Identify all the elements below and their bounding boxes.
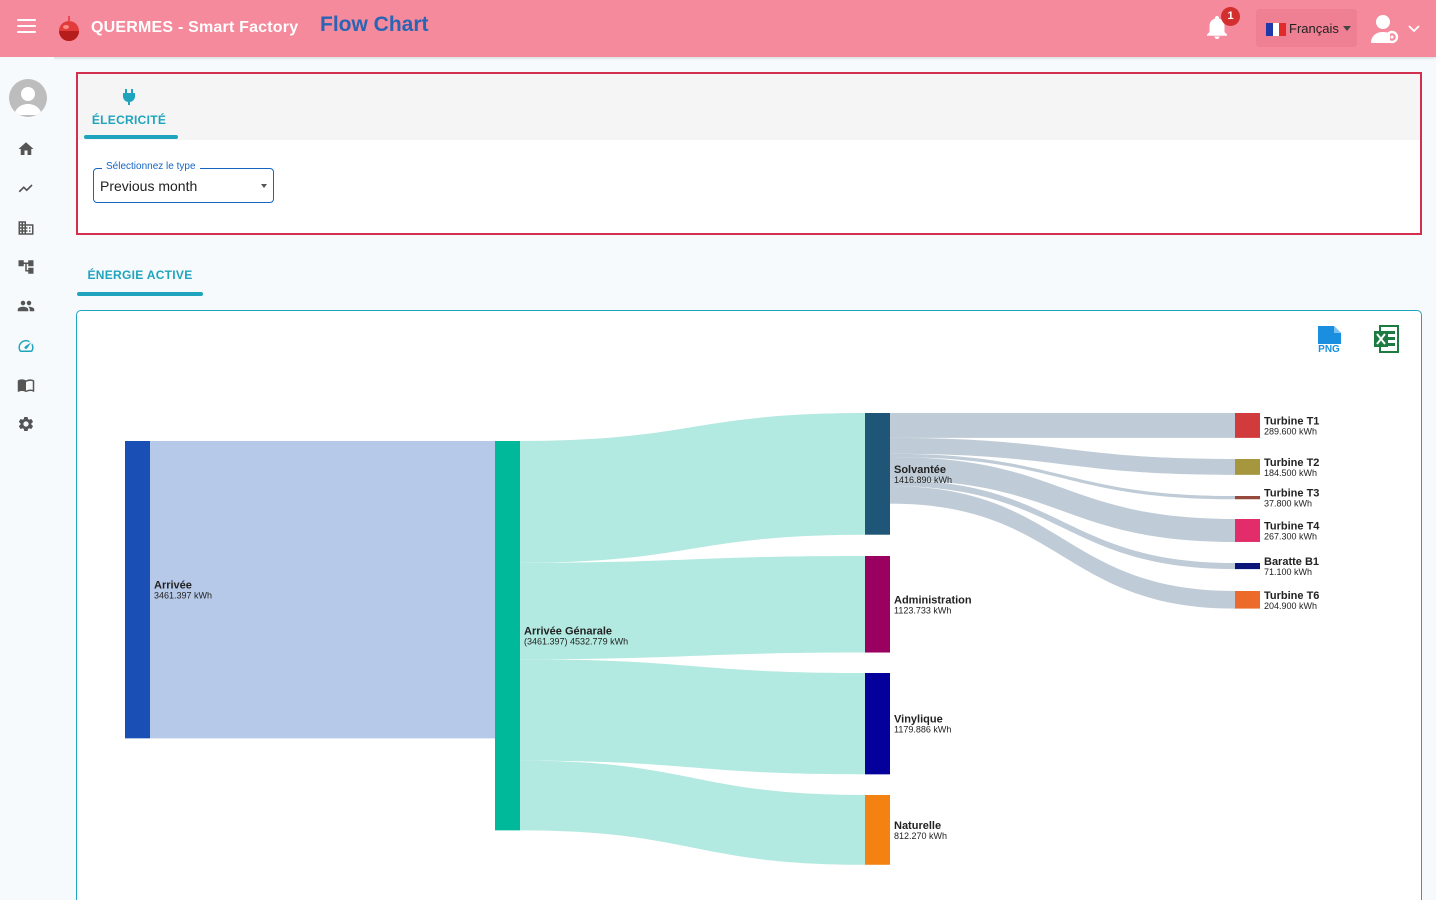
sankey-value-t2: 184.500 kWh bbox=[1264, 468, 1317, 478]
sankey-label-arrivee: Arrivée bbox=[154, 580, 192, 592]
caret-down-icon bbox=[1343, 26, 1351, 31]
sankey-value-t4: 267.300 kWh bbox=[1264, 531, 1317, 541]
sankey-label-generale: Arrivée Génarale bbox=[524, 626, 612, 638]
sankey-link-generale-administration[interactable] bbox=[520, 556, 865, 660]
sankey-value-t6: 204.900 kWh bbox=[1264, 601, 1317, 611]
sankey-node-arrivee[interactable] bbox=[125, 441, 150, 739]
page-title: Flow Chart bbox=[320, 13, 429, 36]
type-select[interactable]: Sélectionnez le type Previous month bbox=[93, 161, 274, 203]
sankey-value-generale: (3461.397) 4532.779 kWh bbox=[524, 637, 628, 647]
users-icon[interactable] bbox=[17, 297, 35, 315]
tab-electricity[interactable]: ÉLECRICITÉ bbox=[81, 74, 178, 140]
png-export-button[interactable]: PNG bbox=[1315, 325, 1343, 353]
app-logo-icon bbox=[59, 16, 79, 41]
sankey-node-administration[interactable] bbox=[865, 556, 890, 653]
gauge-icon[interactable] bbox=[17, 337, 35, 355]
sankey-link-solvantee-b1[interactable] bbox=[890, 479, 1235, 570]
sankey-label-t3: Turbine T3 bbox=[1264, 488, 1319, 500]
sidebar bbox=[0, 57, 54, 900]
trend-icon[interactable] bbox=[17, 179, 35, 197]
sankey-link-solvantee-t6[interactable] bbox=[890, 486, 1235, 609]
hierarchy-icon[interactable] bbox=[17, 258, 35, 276]
tab-active-indicator bbox=[77, 292, 203, 296]
sankey-value-b1: 71.100 kWh bbox=[1264, 567, 1312, 577]
type-select-value: Previous month bbox=[100, 178, 198, 194]
gear-icon[interactable] bbox=[17, 415, 35, 433]
tab-electricity-label: ÉLECRICITÉ bbox=[91, 113, 167, 127]
chevron-down-icon[interactable] bbox=[1408, 25, 1420, 33]
chart-card: PNG Arrivée 3461.397 kWh Arrivée Génarale(… bbox=[76, 310, 1422, 900]
png-export-label: PNG bbox=[1318, 344, 1340, 353]
sankey-value-solvantee: 1416.890 kWh bbox=[894, 475, 952, 485]
sankey-value-vinylique: 1179.886 kWh bbox=[894, 725, 951, 735]
sankey-node-generale[interactable] bbox=[495, 441, 520, 831]
sankey-link-generale-solvantee[interactable] bbox=[520, 413, 865, 563]
notification-badge: 1 bbox=[1221, 7, 1240, 26]
sankey-link-arrivee-generale[interactable] bbox=[150, 441, 495, 739]
sankey-label-b1: Baratte B1 bbox=[1264, 556, 1319, 568]
app-name: QUERMES - Smart Factory bbox=[91, 19, 299, 36]
sankey-value-naturelle: 812.270 kWh bbox=[894, 831, 947, 841]
sankey-label-t6: Turbine T6 bbox=[1264, 590, 1319, 602]
flag-fr-icon bbox=[1266, 23, 1287, 36]
type-select-label: Sélectionnez le type bbox=[102, 161, 200, 172]
tab-active-energy-label: ÉNERGIE ACTIVE bbox=[87, 268, 193, 282]
sankey-node-vinylique[interactable] bbox=[865, 673, 890, 775]
plug-icon bbox=[123, 89, 135, 105]
avatar[interactable] bbox=[9, 79, 47, 117]
sankey-label-vinylique: Vinylique bbox=[894, 714, 943, 726]
sankey-value-t3: 37.800 kWh bbox=[1264, 499, 1312, 509]
avatar-icon bbox=[14, 87, 42, 115]
top-app-bar: QUERMES - Smart Factory Flow Chart 1 Fra… bbox=[0, 0, 1436, 57]
sankey-link-solvantee-t1[interactable] bbox=[890, 413, 1235, 438]
sankey-node-b1[interactable] bbox=[1235, 563, 1260, 570]
sankey-node-t6[interactable] bbox=[1235, 591, 1260, 609]
excel-icon[interactable] bbox=[1373, 325, 1399, 353]
filter-panel: ÉLECRICITÉ Sélectionnez le type Previous… bbox=[76, 72, 1422, 235]
book-icon[interactable] bbox=[17, 376, 35, 394]
sankey-node-t3[interactable] bbox=[1235, 496, 1260, 500]
sankey-node-t1[interactable] bbox=[1235, 413, 1260, 438]
sankey-link-solvantee-t3[interactable] bbox=[890, 453, 1235, 500]
sankey-node-t2[interactable] bbox=[1235, 459, 1260, 475]
sankey-value-arrivee: 3461.397 kWh bbox=[154, 591, 212, 601]
sankey-link-generale-vinylique[interactable] bbox=[520, 659, 865, 775]
tab-active-energy[interactable]: ÉNERGIE ACTIVE bbox=[77, 258, 203, 296]
sankey-node-t4[interactable] bbox=[1235, 519, 1260, 542]
sankey-label-t2: Turbine T2 bbox=[1264, 457, 1319, 469]
sankey-label-solvantee: Solvantée bbox=[894, 464, 946, 476]
building-icon[interactable] bbox=[17, 219, 35, 237]
sankey-value-t1: 289.600 kWh bbox=[1264, 426, 1317, 436]
sankey-value-administration: 1123.733 kWh bbox=[894, 605, 951, 615]
sankey-link-generale-naturelle[interactable] bbox=[520, 760, 865, 865]
energy-type-tabs: ÉLECRICITÉ bbox=[78, 74, 1420, 140]
sankey-label-t1: Turbine T1 bbox=[1264, 415, 1319, 427]
tab-active-indicator bbox=[84, 135, 178, 139]
sankey-node-solvantee[interactable] bbox=[865, 413, 890, 535]
menu-icon[interactable] bbox=[17, 19, 36, 35]
sankey-link-solvantee-t2[interactable] bbox=[890, 437, 1235, 475]
sankey-label-naturelle: Naturelle bbox=[894, 820, 941, 832]
caret-down-icon bbox=[261, 184, 267, 188]
sankey-label-administration: Administration bbox=[894, 594, 972, 606]
language-label: Français bbox=[1289, 21, 1339, 36]
sankey-label-t4: Turbine T4 bbox=[1264, 520, 1320, 532]
language-selector[interactable]: Français bbox=[1256, 9, 1357, 47]
sankey-link-solvantee-t4[interactable] bbox=[890, 456, 1235, 542]
home-icon[interactable] bbox=[17, 140, 35, 158]
user-settings-icon[interactable] bbox=[1370, 13, 1422, 45]
sankey-node-naturelle[interactable] bbox=[865, 795, 890, 865]
